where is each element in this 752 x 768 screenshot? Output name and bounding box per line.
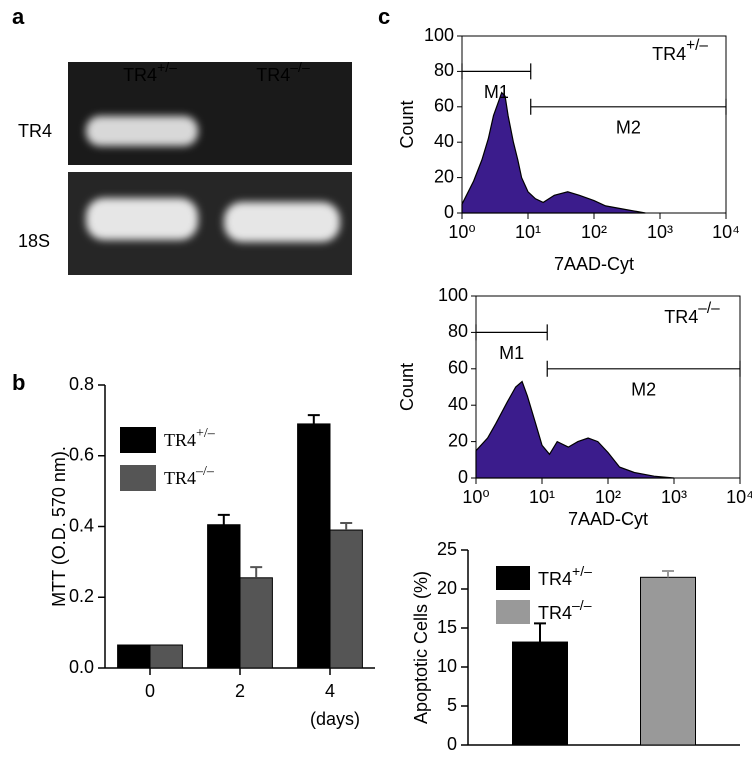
- gel-row-label: 18S: [18, 231, 50, 251]
- legend-swatch: [120, 427, 156, 453]
- y-tick-label: 80: [448, 321, 468, 341]
- x-tick-label: 10¹: [529, 487, 555, 507]
- bar: [207, 524, 241, 669]
- panel-label: a: [12, 4, 25, 29]
- gel-lane: [68, 62, 352, 165]
- bar: [117, 644, 151, 669]
- y-tick-label: 0.2: [69, 586, 94, 606]
- y-tick-label: 100: [438, 285, 468, 305]
- gel-column-label: TR4+/–: [123, 59, 177, 85]
- x-axis-label: 7AAD-Cyt: [554, 254, 634, 274]
- error-bar: [217, 513, 230, 525]
- y-tick-label: 60: [434, 96, 454, 116]
- y-tick-label: 0.0: [69, 657, 94, 677]
- y-tick-label: 60: [448, 358, 468, 378]
- y-tick-label: 15: [437, 617, 457, 637]
- gate: [546, 360, 741, 377]
- annotation: (days): [310, 709, 360, 729]
- y-tick-label: 10: [437, 656, 457, 676]
- legend-label: TR4+/–: [538, 563, 592, 589]
- y-tick-label: 20: [437, 578, 457, 598]
- gate-label: M1: [499, 343, 524, 363]
- x-tick-label: 10⁴: [712, 222, 740, 242]
- x-axis-label: 7AAD-Cyt: [568, 509, 648, 529]
- y-axis-label: Count: [397, 363, 417, 411]
- y-axis-label: MTT (O.D. 570 nm).: [49, 446, 69, 607]
- gate: [530, 98, 727, 115]
- y-tick-label: 25: [437, 539, 457, 559]
- y-tick-label: 0: [447, 734, 457, 754]
- y-tick-label: 0: [444, 202, 454, 222]
- x-tick-label: 10³: [661, 487, 687, 507]
- x-tick-label: 10⁰: [462, 487, 489, 507]
- gel-band: [224, 202, 340, 242]
- x-tick-label: 4: [325, 681, 335, 701]
- gate-label: M2: [616, 118, 641, 138]
- panel-label: b: [12, 370, 25, 395]
- panel-label: c: [378, 4, 390, 29]
- legend-swatch: [496, 600, 530, 624]
- gate-label: M2: [631, 380, 656, 400]
- x-tick-label: 10²: [595, 487, 621, 507]
- gel-column-label: TR4–/–: [256, 59, 310, 85]
- gate: [461, 63, 532, 80]
- gate: [475, 324, 548, 341]
- error-bar: [307, 414, 320, 424]
- legend-label: TR4–/–: [538, 597, 592, 623]
- y-tick-label: 5: [447, 695, 457, 715]
- histogram-area: [475, 380, 675, 479]
- y-tick-label: 0: [458, 467, 468, 487]
- x-tick-label: 10¹: [515, 222, 541, 242]
- y-tick-label: 0.8: [69, 374, 94, 394]
- legend-label: TR4–/–: [164, 464, 215, 488]
- error-bar: [340, 521, 353, 531]
- gel-row-label: TR4: [18, 121, 52, 141]
- y-tick-label: 20: [448, 430, 468, 450]
- y-tick-label: 40: [448, 394, 468, 414]
- gel-band: [86, 116, 198, 146]
- x-tick-label: 2: [235, 681, 245, 701]
- error-bar: [534, 622, 546, 643]
- gel-band: [86, 198, 198, 240]
- histogram-area: [461, 91, 646, 214]
- bar: [329, 529, 363, 669]
- bar: [149, 644, 183, 669]
- y-tick-label: 40: [434, 131, 454, 151]
- legend-swatch: [496, 566, 530, 590]
- bar: [297, 423, 331, 669]
- gate-label: M1: [484, 82, 509, 102]
- x-tick-label: 10³: [647, 222, 673, 242]
- bar: [512, 641, 568, 746]
- y-tick-label: 100: [424, 25, 454, 45]
- x-tick-label: 10²: [581, 222, 607, 242]
- legend-label: TR4+/–: [164, 426, 216, 450]
- y-axis-label: Count: [397, 100, 417, 148]
- histogram-label: TR4+/–: [652, 37, 708, 63]
- y-tick-label: 80: [434, 60, 454, 80]
- y-tick-label: 20: [434, 166, 454, 186]
- bar: [239, 577, 273, 669]
- legend-swatch: [120, 465, 156, 491]
- y-axis-label: Apoptotic Cells (%): [411, 571, 431, 724]
- error-bar: [662, 570, 674, 578]
- x-tick-label: 10⁴: [726, 487, 752, 507]
- x-tick-label: 0: [145, 681, 155, 701]
- bar: [640, 576, 696, 746]
- y-tick-label: 0.4: [69, 515, 94, 535]
- y-tick-label: 0.6: [69, 445, 94, 465]
- histogram-label: TR4–/–: [664, 300, 720, 326]
- x-tick-label: 10⁰: [448, 222, 475, 242]
- error-bar: [250, 566, 263, 578]
